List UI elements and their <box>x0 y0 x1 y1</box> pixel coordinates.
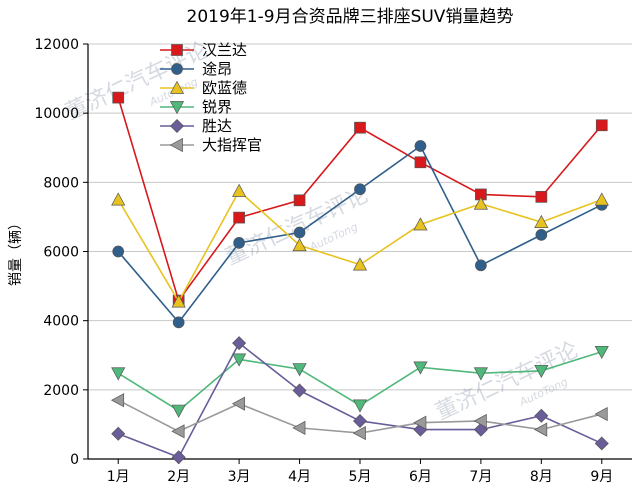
data-point <box>233 211 245 224</box>
data-point <box>111 426 126 441</box>
y-tick-label: 8000 <box>43 175 79 191</box>
data-point <box>413 361 428 375</box>
legend-marker-0 <box>171 44 183 56</box>
legend-label: 胜达 <box>202 117 232 135</box>
y-tick-label: 10000 <box>34 106 79 122</box>
x-tick-label: 3月 <box>228 469 251 485</box>
data-point <box>473 196 488 210</box>
data-point <box>292 383 307 398</box>
data-point <box>473 367 488 381</box>
data-point <box>110 393 125 408</box>
data-point <box>292 420 306 435</box>
x-tick-label: 6月 <box>409 469 432 485</box>
x-tick-label: 1月 <box>107 469 130 485</box>
data-point <box>475 259 487 272</box>
legend-label: 汉兰达 <box>202 41 247 59</box>
data-point <box>534 422 548 437</box>
data-point <box>293 226 306 239</box>
series-layer <box>110 91 609 465</box>
data-point <box>172 316 185 329</box>
data-point <box>354 121 366 134</box>
series-5 <box>110 393 608 441</box>
data-point <box>414 156 427 169</box>
data-point <box>352 257 368 271</box>
legend-marker-1 <box>171 63 183 75</box>
x-tick-label: 7月 <box>469 469 492 485</box>
legend-marker-5 <box>169 137 183 153</box>
legend-item-1: 途昂 <box>160 60 232 78</box>
data-point <box>413 217 428 231</box>
legend-item-0: 汉兰达 <box>160 41 247 59</box>
data-point <box>171 404 186 418</box>
data-point <box>171 424 185 439</box>
legend-marker-2 <box>169 80 185 94</box>
y-tick-label: 6000 <box>43 245 79 261</box>
data-point <box>292 363 307 377</box>
x-tick-label: 5月 <box>349 469 372 485</box>
data-point <box>354 183 366 196</box>
series-3 <box>111 345 609 418</box>
data-point <box>352 399 368 413</box>
y-tick-label: 12000 <box>34 37 79 53</box>
y-tick-label: 2000 <box>43 383 79 399</box>
data-point <box>171 450 186 465</box>
data-point <box>594 406 608 422</box>
axes: 0 2000 4000 6000 8000 10000 12000 1月 2月 3月 4月 5月 6月 7… <box>34 37 632 485</box>
watermark: 董济仁汽车评论AutoTong董济仁汽车评论AutoTong董济仁汽车评论Aut… <box>62 38 582 426</box>
legend-item-5: 大指挥官 <box>160 136 262 154</box>
data-point <box>413 415 427 430</box>
data-point <box>293 194 306 207</box>
data-point <box>473 413 487 429</box>
data-point <box>171 294 186 308</box>
y-axis-label: 销量（辆） <box>8 216 24 286</box>
data-point <box>232 353 247 367</box>
data-point <box>112 245 125 258</box>
data-point <box>353 413 367 428</box>
legend-label: 锐界 <box>202 98 232 116</box>
data-point <box>414 140 427 152</box>
legend-item-2: 欧蓝德 <box>160 79 247 97</box>
data-point <box>233 237 245 249</box>
data-point <box>232 336 247 351</box>
legend-item-3: 锐界 <box>160 98 232 116</box>
data-point <box>534 364 549 379</box>
chart-title: 2019年1-9月合资品牌三排座SUV销量趋势 <box>187 7 514 27</box>
data-point <box>594 345 609 360</box>
legend-marker-3 <box>169 101 185 115</box>
data-point <box>534 408 549 423</box>
legend-item-4: 胜达 <box>160 117 232 135</box>
data-point <box>352 425 366 441</box>
legend-label: 欧蓝德 <box>202 79 247 97</box>
x-tick-label: 2月 <box>167 469 190 485</box>
data-point <box>594 192 609 206</box>
data-point <box>594 436 609 451</box>
data-point <box>292 238 307 252</box>
data-point <box>232 183 247 197</box>
series-1 <box>112 140 608 329</box>
x-tick-label: 8月 <box>530 469 553 485</box>
x-tick-label: 4月 <box>288 469 311 485</box>
data-point <box>534 214 549 228</box>
x-tick-label: 9月 <box>590 469 613 485</box>
data-point <box>535 229 548 241</box>
legend-label: 大指挥官 <box>202 136 262 154</box>
legend-marker-4 <box>170 119 184 133</box>
data-point <box>112 91 125 104</box>
y-tick-label: 4000 <box>43 314 79 330</box>
series-2 <box>111 183 609 308</box>
data-point <box>595 119 608 132</box>
data-point <box>535 191 548 203</box>
series-line-1 <box>117 144 603 324</box>
data-point <box>111 192 126 206</box>
data-point <box>231 396 245 411</box>
y-tick-label: 0 <box>70 452 79 468</box>
data-point <box>111 367 126 381</box>
legend-label: 途昂 <box>202 60 232 78</box>
